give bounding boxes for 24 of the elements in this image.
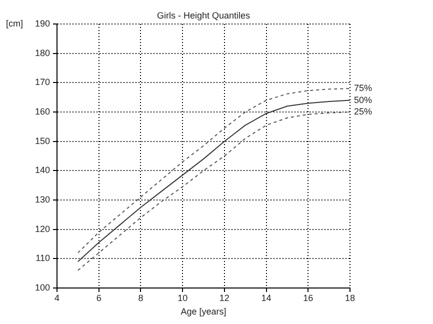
series-label: 75% xyxy=(354,83,372,94)
x-tick-label: 6 xyxy=(96,292,102,303)
y-tick-label: 180 xyxy=(34,48,50,58)
x-tick-label: 10 xyxy=(178,292,188,303)
y-tick-label: 120 xyxy=(34,224,50,234)
y-axis-title: [cm] xyxy=(6,18,23,28)
y-tick-label: 130 xyxy=(34,194,50,204)
series-label: 50% xyxy=(354,94,372,105)
series-label: 25% xyxy=(354,106,372,116)
y-tick-label: 160 xyxy=(34,106,50,116)
y-tick-label: 190 xyxy=(34,18,50,28)
chart-title: Girls - Height Quantiles xyxy=(156,10,251,20)
y-tick-label: 110 xyxy=(36,253,50,264)
x-axis-title: Age [years] xyxy=(180,306,226,316)
y-tick-label: 140 xyxy=(34,165,50,176)
x-tick-label: 12 xyxy=(219,292,230,303)
y-tick-label: 170 xyxy=(34,77,50,88)
x-tick-label: 16 xyxy=(303,292,314,303)
x-tick-label: 18 xyxy=(344,292,356,303)
y-tick-label: 100 xyxy=(34,282,50,292)
y-tick-label: 150 xyxy=(34,136,50,146)
x-tick-label: 8 xyxy=(138,292,144,303)
x-tick-label: 4 xyxy=(54,292,60,303)
x-tick-label: 14 xyxy=(261,292,272,303)
